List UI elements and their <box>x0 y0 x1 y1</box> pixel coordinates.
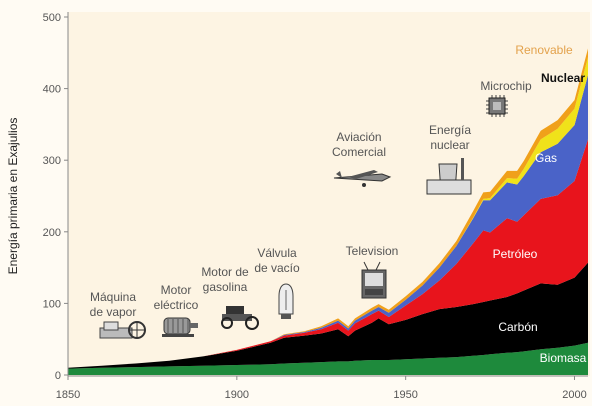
axes-layer: 0 100 200 300 400 500 1850 1900 1950 2000 Energía … <box>6 12 588 401</box>
label-layer: Biomasa Carbón Petróleo Gas Nuclear Renovable… <box>90 43 587 365</box>
steam-engine-icon <box>99 321 146 339</box>
y-tick-label: 500 <box>43 12 61 24</box>
annotation-maquina-de-vapor: Máquina de vapor <box>90 290 137 319</box>
annotation-aviacion-comercial: Aviación Comercial <box>332 130 386 159</box>
y-axis-label: Energía primaria en Exajulios <box>6 118 20 275</box>
x-tick-label: 2000 <box>562 389 586 401</box>
annotation-motor-electrico: Motor eléctrico <box>154 283 199 312</box>
series-label-gas: Gas <box>535 151 557 165</box>
annotation-television: Television <box>346 244 399 258</box>
series-label-biomasa: Biomasa <box>540 351 587 365</box>
airplane-icon <box>333 170 392 187</box>
series-label-nuclear: Nuclear <box>541 71 585 85</box>
x-tick-label: 1900 <box>225 389 249 401</box>
y-tick-label: 200 <box>43 227 61 239</box>
y-tick-label: 100 <box>43 298 61 310</box>
annotation-motor-de-gasolina: Motor de gasolina <box>201 265 249 294</box>
y-tick-label: 400 <box>43 84 61 96</box>
electric-motor-icon <box>162 317 198 337</box>
area-gas <box>68 75 588 368</box>
icon-layer <box>99 95 508 339</box>
car-icon <box>221 306 259 330</box>
annotation-energia-nuclear: Energía nuclear <box>429 123 471 152</box>
annotation-microchip: Microchip <box>480 79 532 93</box>
area-petroleo <box>68 139 588 368</box>
area-carbon <box>68 262 588 369</box>
y-tick-label: 300 <box>43 155 61 167</box>
area-layer <box>68 48 588 375</box>
y-tick-label: 0 <box>55 370 61 382</box>
vacuum-tube-icon <box>278 283 294 319</box>
x-tick-label: 1950 <box>393 389 417 401</box>
x-tick-label: 1850 <box>56 389 80 401</box>
nuclear-plant-icon <box>426 158 472 195</box>
series-label-petroleo: Petróleo <box>493 247 538 261</box>
series-label-renovable: Renovable <box>515 43 573 57</box>
area-biomasa <box>68 342 588 375</box>
annotation-valvula-de-vacio: Válvula de vacío <box>254 246 300 275</box>
series-label-carbon: Carbón <box>498 320 537 334</box>
television-icon <box>361 261 387 299</box>
microchip-icon <box>486 95 508 117</box>
